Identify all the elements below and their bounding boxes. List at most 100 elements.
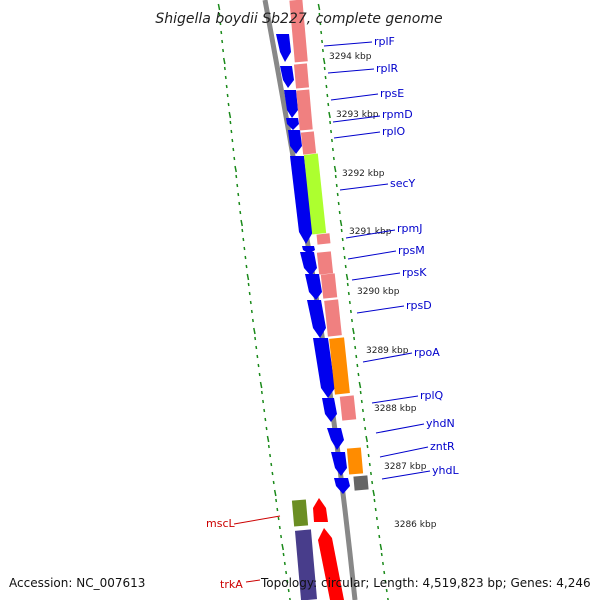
left-ring-tick — [228, 111, 232, 119]
gene-arrow-rplQ[interactable] — [322, 398, 337, 422]
reverse-gene-labels: mscL trkA — [206, 517, 243, 591]
right-ring-tick — [317, 3, 321, 11]
gene-label-zntR[interactable]: zntR — [430, 440, 455, 453]
right-ring-tick — [365, 435, 369, 443]
right-ring-tick — [367, 453, 370, 458]
left-ring-tick — [238, 201, 241, 206]
left-ring-tick — [267, 444, 270, 449]
gene-arrow-yhdL[interactable] — [334, 478, 350, 494]
right-ring-tick — [349, 309, 352, 314]
right-ring-tick — [321, 39, 324, 44]
accession-text: Accession: NC_007613 — [9, 576, 145, 590]
left-ring-tick — [222, 48, 225, 53]
right-ring-tick — [381, 561, 384, 566]
category-track — [289, 0, 369, 491]
gene-label-yhdN[interactable]: yhdN — [426, 417, 455, 430]
right-ring-tick — [371, 480, 374, 485]
map-title: Shigella boydii Sb227, complete genome — [155, 11, 442, 27]
gene-label-rplO[interactable]: rplO — [382, 125, 406, 138]
gene-label-rplQ[interactable]: rplQ — [420, 389, 444, 402]
left-ring-tick — [280, 534, 283, 539]
gene-label-rpmJ[interactable]: rpmJ — [397, 222, 422, 235]
left-ring-tick — [263, 408, 266, 413]
gene-label-rpsE[interactable]: rpsE — [380, 87, 404, 100]
right-ring-tick — [342, 246, 345, 251]
right-ring-tick — [358, 381, 362, 389]
right-ring-tick — [350, 318, 353, 323]
forward-gene-labels: rplF rplR rpsE rpmD rplO secY rpmJ rpsM … — [374, 35, 459, 477]
right-ring-tick — [347, 291, 350, 296]
left-ring-tick — [260, 390, 263, 395]
gene-arrow-rpsM[interactable] — [300, 252, 317, 276]
gene-arrow-rpsK[interactable] — [305, 274, 322, 300]
left-ring-tick — [288, 597, 291, 600]
right-ring-tick — [359, 390, 362, 395]
right-ring-tick — [352, 327, 355, 335]
right-ring-tick — [338, 210, 341, 215]
left-ring-tick — [236, 183, 239, 188]
left-ring-tick — [254, 336, 257, 341]
right-ring-tick — [336, 192, 339, 197]
gene-arrow-rpsE[interactable] — [284, 90, 298, 118]
left-ring-tick — [242, 237, 245, 242]
right-ring-tick — [364, 426, 367, 431]
gene-label-secY[interactable]: secY — [390, 177, 416, 190]
gene-arrow-rpsD[interactable] — [307, 300, 326, 338]
left-ring-tick — [253, 327, 256, 335]
category-yhdL — [353, 475, 369, 491]
left-ring-tick — [223, 66, 226, 71]
right-ring-tick — [332, 156, 335, 161]
left-ring-tick — [285, 570, 288, 575]
right-ring-tick — [344, 264, 347, 269]
left-ring-tick — [258, 372, 261, 377]
scale-label-3290: 3290 kbp — [357, 287, 400, 297]
gene-arrow-mscL[interactable] — [313, 498, 328, 522]
left-ring-tick — [270, 462, 273, 467]
gene-arrow-yhdN[interactable] — [327, 428, 344, 450]
left-ring-tick — [282, 552, 285, 557]
gene-label-rpoA[interactable]: rpoA — [414, 346, 440, 359]
gene-arrow-rpoA[interactable] — [313, 338, 335, 398]
gene-label-rpsK[interactable]: rpsK — [402, 266, 427, 279]
right-ring-tick — [341, 237, 344, 242]
right-ring-tick — [363, 417, 366, 422]
gene-arrow-rplO[interactable] — [288, 130, 302, 154]
left-ring-tick — [262, 399, 265, 404]
left-ring-tick — [286, 579, 289, 584]
left-ring-tick — [266, 435, 270, 443]
left-ring-tick — [222, 57, 226, 65]
right-ring-tick — [383, 570, 386, 575]
gene-arrow-trkA[interactable] — [318, 528, 344, 600]
right-ring-tick — [361, 408, 364, 413]
gene-arrow-rplF[interactable] — [276, 34, 291, 62]
gene-arrow-rplR[interactable] — [280, 66, 294, 88]
gene-label-rpsD[interactable]: rpsD — [406, 299, 432, 312]
gene-arrow-secY[interactable] — [290, 156, 313, 244]
gene-label-rplF[interactable]: rplF — [374, 35, 395, 48]
gene-arrow-zntR[interactable] — [331, 452, 347, 476]
gene-label-trkA[interactable]: trkA — [220, 578, 243, 591]
gene-label-yhdL[interactable]: yhdL — [432, 464, 459, 477]
gene-label-rpmD[interactable]: rpmD — [382, 108, 413, 121]
gene-arrow-rpmD[interactable] — [286, 118, 299, 130]
left-ring-tick — [257, 363, 260, 368]
left-ring-tick — [226, 93, 229, 98]
left-ring-tick — [281, 543, 284, 551]
scale-label-3292: 3292 kbp — [342, 169, 385, 179]
left-ring-tick — [245, 264, 248, 269]
left-ring-tick — [239, 210, 242, 215]
gene-label-mscL[interactable]: mscL — [206, 517, 235, 530]
gene-label-rpsM[interactable]: rpsM — [398, 244, 425, 257]
left-ring-tick — [255, 345, 258, 350]
left-ring-tick — [246, 273, 250, 281]
left-ring-tick — [248, 291, 251, 296]
category-rpsK — [320, 273, 338, 299]
scale-label-3286: 3286 kbp — [394, 520, 437, 530]
right-ring-tick — [378, 534, 381, 539]
category-rpoA — [329, 337, 350, 395]
category-rplO — [300, 131, 317, 155]
right-ring-tick — [329, 120, 332, 125]
left-ring-tick — [250, 309, 253, 314]
gene-label-rplR[interactable]: rplR — [376, 62, 399, 75]
